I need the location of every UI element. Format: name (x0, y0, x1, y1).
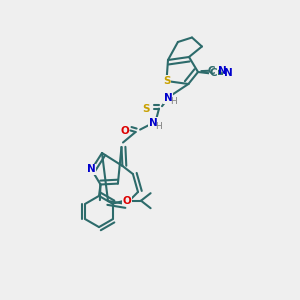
Text: C: C (210, 68, 218, 79)
Text: H: H (170, 98, 177, 106)
Text: O: O (120, 125, 129, 136)
Text: H: H (155, 122, 162, 131)
Text: S: S (143, 103, 150, 114)
Text: N: N (148, 118, 158, 128)
Text: C: C (208, 65, 215, 76)
Text: S: S (163, 76, 170, 86)
Text: N: N (164, 93, 172, 103)
Text: O: O (122, 196, 131, 206)
Text: N: N (218, 65, 226, 76)
Text: N: N (87, 164, 96, 175)
Text: N: N (224, 68, 232, 79)
